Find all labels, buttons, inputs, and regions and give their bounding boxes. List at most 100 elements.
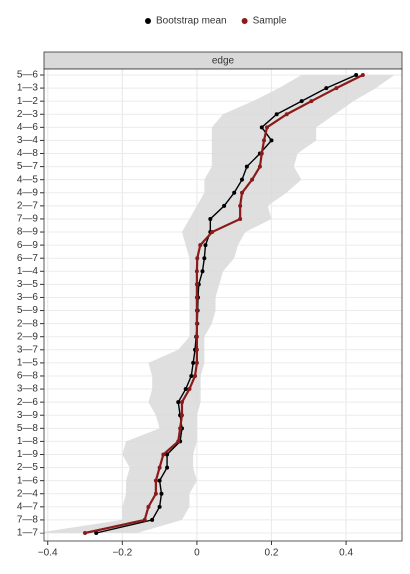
point <box>210 230 215 235</box>
point <box>142 517 147 522</box>
y-tick-label: 2—6 <box>17 397 39 408</box>
point <box>259 125 264 130</box>
y-tick-label: 1—4 <box>17 266 39 277</box>
point <box>189 373 194 378</box>
point <box>153 478 158 483</box>
point <box>194 321 199 326</box>
x-tick-label: 0 <box>194 548 200 559</box>
point <box>195 256 200 261</box>
point <box>194 360 199 365</box>
legend-label: Bootstrap mean <box>156 16 227 27</box>
point <box>179 413 184 418</box>
y-tick-label: 4—9 <box>17 187 39 198</box>
point <box>274 112 279 117</box>
point <box>157 504 162 509</box>
point <box>194 308 199 313</box>
point <box>187 387 192 392</box>
point <box>83 531 88 535</box>
point <box>146 504 151 509</box>
point <box>284 112 289 117</box>
x-tick-label: −0.2 <box>112 548 132 559</box>
legend-marker <box>145 18 151 24</box>
y-tick-label: 1—5 <box>17 358 39 369</box>
point <box>198 243 203 248</box>
y-tick-label: 4—6 <box>17 122 39 133</box>
strip-label: edge <box>212 56 235 67</box>
y-tick-label: 7—8 <box>17 515 39 526</box>
y-tick-label: 2—3 <box>17 109 39 120</box>
point <box>176 400 181 405</box>
y-tick-label: 6—8 <box>17 371 39 382</box>
y-tick-label: 7—9 <box>17 214 39 225</box>
point <box>250 177 255 182</box>
y-tick-label: 8—9 <box>17 227 39 238</box>
point <box>269 138 274 143</box>
legend-marker <box>241 18 248 24</box>
point <box>265 125 270 130</box>
y-tick-label: 1—2 <box>17 96 39 107</box>
point <box>309 99 314 104</box>
point <box>238 203 243 208</box>
y-tick-label: 1—7 <box>17 528 39 539</box>
y-tick-label: 3—4 <box>17 135 39 146</box>
point <box>191 360 196 365</box>
point <box>354 73 359 77</box>
y-tick-label: 5—9 <box>17 305 39 316</box>
point <box>165 465 170 470</box>
y-tick-label: 4—5 <box>17 174 39 185</box>
y-tick-label: 1—9 <box>17 449 39 460</box>
point <box>257 164 262 169</box>
y-tick-label: 2—5 <box>17 462 39 473</box>
point <box>193 373 198 378</box>
point <box>94 531 99 535</box>
point <box>161 452 166 457</box>
point <box>240 190 245 195</box>
point <box>194 334 199 339</box>
point <box>194 269 199 274</box>
point <box>176 439 181 444</box>
y-tick-label: 3—8 <box>17 384 39 395</box>
y-tick-label: 2—7 <box>17 200 39 211</box>
point <box>334 86 339 91</box>
point <box>244 164 249 169</box>
y-tick-label: 5—6 <box>17 70 39 81</box>
point <box>262 138 267 143</box>
x-tick-label: −0.4 <box>38 548 58 559</box>
point <box>232 190 237 195</box>
x-tick-label: 0.2 <box>265 548 279 559</box>
point <box>222 203 227 208</box>
point <box>194 295 199 300</box>
y-tick-label: 1—8 <box>17 436 39 447</box>
y-tick-label: 5—8 <box>17 423 39 434</box>
y-tick-label: 4—8 <box>17 148 39 159</box>
point <box>240 177 245 182</box>
point <box>183 387 188 392</box>
y-tick-label: 4—7 <box>17 501 39 512</box>
point <box>178 426 183 431</box>
panel-border <box>43 68 403 542</box>
y-tick-label: 2—9 <box>17 331 39 342</box>
y-tick-label: 2—8 <box>17 318 39 329</box>
point <box>150 517 155 522</box>
x-tick-label: 0.4 <box>339 548 353 559</box>
y-tick-label: 3—5 <box>17 279 39 290</box>
point <box>200 269 205 274</box>
point <box>159 491 164 496</box>
point <box>208 216 213 221</box>
point <box>324 86 329 91</box>
y-tick-label: 3—7 <box>17 344 39 355</box>
point <box>202 256 207 261</box>
y-tick-label: 5—7 <box>17 161 39 172</box>
y-tick-label: 3—9 <box>17 410 39 421</box>
point <box>203 243 208 248</box>
y-tick-label: 6—7 <box>17 253 39 264</box>
point <box>238 216 243 221</box>
y-tick-label: 1—6 <box>17 475 39 486</box>
y-tick-label: 2—4 <box>17 488 39 499</box>
point <box>157 465 162 470</box>
legend-label: Sample <box>253 16 287 27</box>
point <box>157 478 162 483</box>
point <box>194 347 199 352</box>
point <box>360 73 365 77</box>
y-tick-label: 3—6 <box>17 292 39 303</box>
